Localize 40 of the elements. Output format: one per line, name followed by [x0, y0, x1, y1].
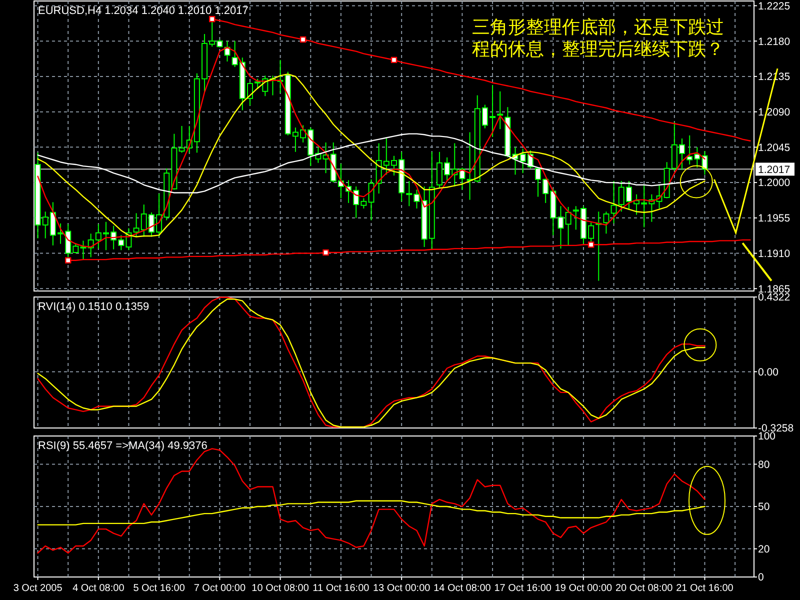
candlestick [497, 90, 504, 130]
x-tick-label: 19 Oct 00:00 [554, 583, 613, 594]
x-tick-label: 3 Oct 2005 [13, 583, 63, 594]
x-tick-label: 21 Oct 16:00 [676, 583, 734, 594]
point [588, 242, 594, 248]
x-tick-label: 5 Oct 16:00 [133, 583, 186, 594]
chart-title: RSI(9) 55.4657 =>MA(34) 49.9376 [38, 440, 208, 452]
y-tick-label: 20 [758, 543, 770, 556]
y-tick-label: 1.2000 [758, 177, 790, 190]
x-tick-label: 11 Oct 16:00 [312, 583, 370, 594]
x-tick-label: 17 Oct 16:00 [494, 583, 552, 594]
y-tick-label: 1.1955 [758, 212, 790, 225]
y-tick-label: 50 [758, 501, 770, 514]
point [209, 16, 216, 22]
y-tick-label: 1.2225 [758, 0, 790, 12]
point [65, 257, 72, 264]
candlestick [603, 211, 610, 234]
candlestick [565, 206, 572, 246]
y-tick-label: 1.2180 [758, 36, 790, 48]
chart-title: EURUSD,H4 1.2034 1.2040 1.2010 1.2017 [38, 5, 248, 17]
line-series [37, 500, 706, 526]
x-tick-label: 10 Oct 08:00 [252, 583, 310, 594]
y-tick-label: 1.1910 [758, 248, 790, 260]
x-tick-label: 4 Oct 08:00 [72, 583, 125, 594]
annotation: 三角形整理作底部，还是下跌过程的休息，整理完后继续下跌？ [472, 17, 724, 59]
chart-title: RVI(14) 0.1510 0.1359 [38, 301, 150, 313]
y-tick-label: 0 [758, 572, 764, 584]
x-tick-label: 20 Oct 08:00 [615, 583, 674, 594]
y-tick-label: 80 [758, 458, 770, 471]
x-tick-label: 14 Oct 08:00 [434, 583, 492, 594]
y-tick-label: 0.00 [758, 366, 779, 378]
ref-line-label: 1.2017 [758, 164, 790, 176]
y-tick-label: 0.4322 [758, 292, 790, 304]
candlestick [610, 180, 617, 224]
point [322, 249, 329, 256]
x-tick-label: 7 Oct 00:00 [194, 583, 246, 594]
x-tick-label: 13 Oct 00:00 [372, 583, 431, 594]
y-tick-label: 1.2045 [758, 142, 790, 154]
point [390, 56, 398, 64]
point [300, 36, 306, 43]
